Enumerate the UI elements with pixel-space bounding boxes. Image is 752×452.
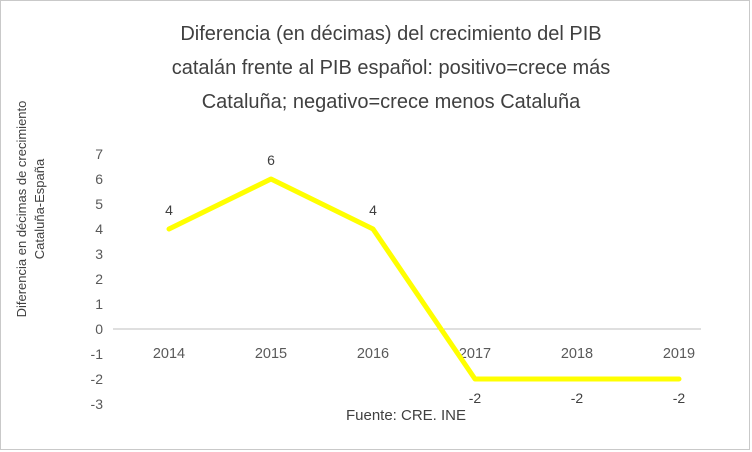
data-label: 4 [369,202,377,218]
y-tick-label: 5 [95,196,103,212]
y-tick-label: -1 [91,346,104,362]
x-tick-label: 2014 [153,346,185,362]
x-tick-label: 2015 [255,346,287,362]
data-label: -2 [469,390,482,406]
y-tick-label: 3 [95,246,103,262]
y-tick-label: 6 [95,171,103,187]
x-tick-label: 2018 [561,346,593,362]
series-line [166,176,682,382]
chart-title: Diferencia (en décimas) del crecimiento … [171,23,611,113]
y-tick-label: 0 [95,321,103,337]
data-label: -2 [673,390,686,406]
data-label: -2 [571,390,584,406]
data-label: 4 [165,202,173,218]
data-label: 6 [267,152,275,168]
x-tick-label: 2017 [459,346,491,362]
y-tick-label: 4 [95,221,103,237]
source-caption: Fuente: CRE. INE [345,407,467,424]
x-tick-label: 2016 [357,346,389,362]
y-tick-label: -3 [91,396,104,412]
y-tick-label: 7 [95,146,103,162]
x-tick-label: 2019 [663,346,695,362]
y-tick-label: -2 [91,371,104,387]
y-tick-label: 1 [95,296,103,312]
y-tick-label: 2 [95,271,103,287]
